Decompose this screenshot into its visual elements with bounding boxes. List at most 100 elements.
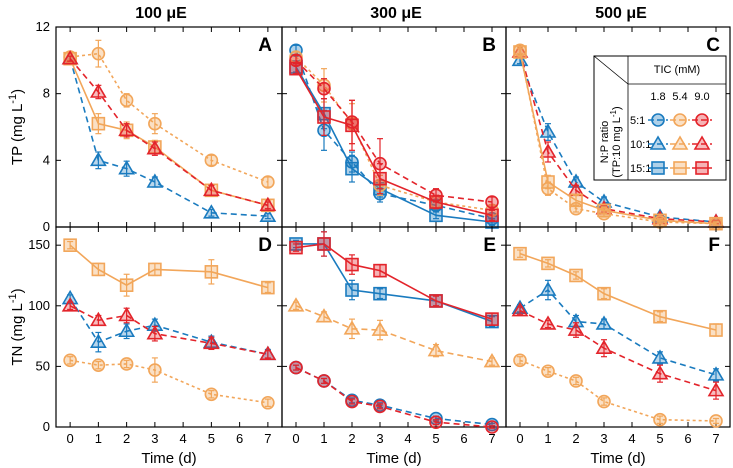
data-point [259,196,277,212]
data-point [541,256,555,271]
col-title-300: 300 μE [370,5,422,22]
data-point [118,160,136,175]
series-line [69,58,269,207]
col-title-500: 500 μE [595,5,647,22]
series [289,360,499,432]
y-tick-label: 8 [43,86,50,101]
legend-ratio: 10:1 [630,139,651,151]
data-point [91,116,106,131]
series-line [519,309,717,392]
x-tick-label: 7 [488,431,495,446]
y-tick-label: 50 [36,358,50,373]
data-point [569,268,583,283]
data-point [345,394,359,409]
legend-ratio: 15:1 [630,163,651,175]
data-point [539,315,557,330]
data-point [317,81,331,96]
data-point [429,208,443,223]
data-point [61,50,79,65]
data-point [485,195,499,209]
x-tick-label: 4 [404,431,411,446]
series [511,302,725,400]
data-point [345,283,359,297]
legend-marker [649,135,667,150]
data-point [483,352,501,368]
data-point [289,240,303,255]
data-point [429,294,443,308]
series-line [69,244,269,289]
series [61,297,277,361]
x-tick-label: 7 [712,431,719,446]
legend-marker [673,113,687,127]
x-axis-label: Time (d) [590,450,645,467]
data-point [118,121,136,137]
data-point [204,153,219,168]
data-point [202,334,220,350]
legend-ratio-label: N:P ratio(TP:10 mg L-1) [599,106,623,177]
data-point [345,161,359,176]
data-point [485,420,499,434]
data-point [651,365,669,380]
data-point [63,238,77,252]
series-line [295,56,493,212]
data-point [651,349,669,364]
data-point [541,364,555,379]
data-point [569,374,583,388]
data-point [202,204,220,219]
series [289,61,499,223]
data-point [541,181,555,196]
series [61,50,277,222]
series-line [295,66,493,223]
x-tick-label: 5 [208,431,215,446]
y-tick-label: 100 [28,298,50,313]
data-point [287,297,305,312]
x-tick-label: 3 [600,431,607,446]
data-point [148,116,162,131]
panel-E: 0 1 2 3 4 5 6 7 E Time (d) [281,226,507,467]
series [287,297,501,368]
x-tick-label: 5 [432,431,439,446]
data-point [427,342,445,357]
data-point [261,280,275,295]
series-line [295,243,493,320]
series [513,353,723,428]
x-axis-label: Time (d) [366,450,421,467]
y-axis-label: TN (mg L-1) [7,288,26,365]
legend-ratio: 5:1 [630,115,645,127]
legend: TIC (mM) 1.8 5.4 9.0 5:1 10:1 15:1 N:P ratio(TP… [593,55,727,181]
legend-marker [651,113,665,127]
data-point [345,118,359,133]
y-tick-label: 150 [28,237,50,252]
data-point [371,321,389,336]
data-point [539,143,557,158]
data-point [373,286,387,301]
data-point [709,414,723,428]
data-point [597,394,611,409]
legend-diagonal [593,55,629,85]
data-point [653,412,667,427]
data-point [429,195,443,209]
panel-frame [505,226,731,428]
data-point [146,325,164,340]
data-point [148,363,162,377]
data-point [204,265,219,279]
data-point [595,339,613,355]
y-tick-label: 0 [43,419,50,434]
series [513,246,723,337]
legend-marker [695,161,709,175]
panel-B: B [281,26,507,229]
data-point [289,360,303,375]
data-point [146,140,164,155]
series [63,238,275,297]
series-line [295,68,493,217]
legend-frame [593,55,727,181]
legend-header: TIC (mM) [654,64,700,76]
x-tick-label: 1 [95,431,102,446]
legend-marker [693,135,711,150]
data-point [485,312,499,326]
x-axis-label: Time (d) [141,450,196,467]
data-point [261,395,275,410]
data-point [89,83,107,98]
x-tick-label: 3 [376,431,383,446]
